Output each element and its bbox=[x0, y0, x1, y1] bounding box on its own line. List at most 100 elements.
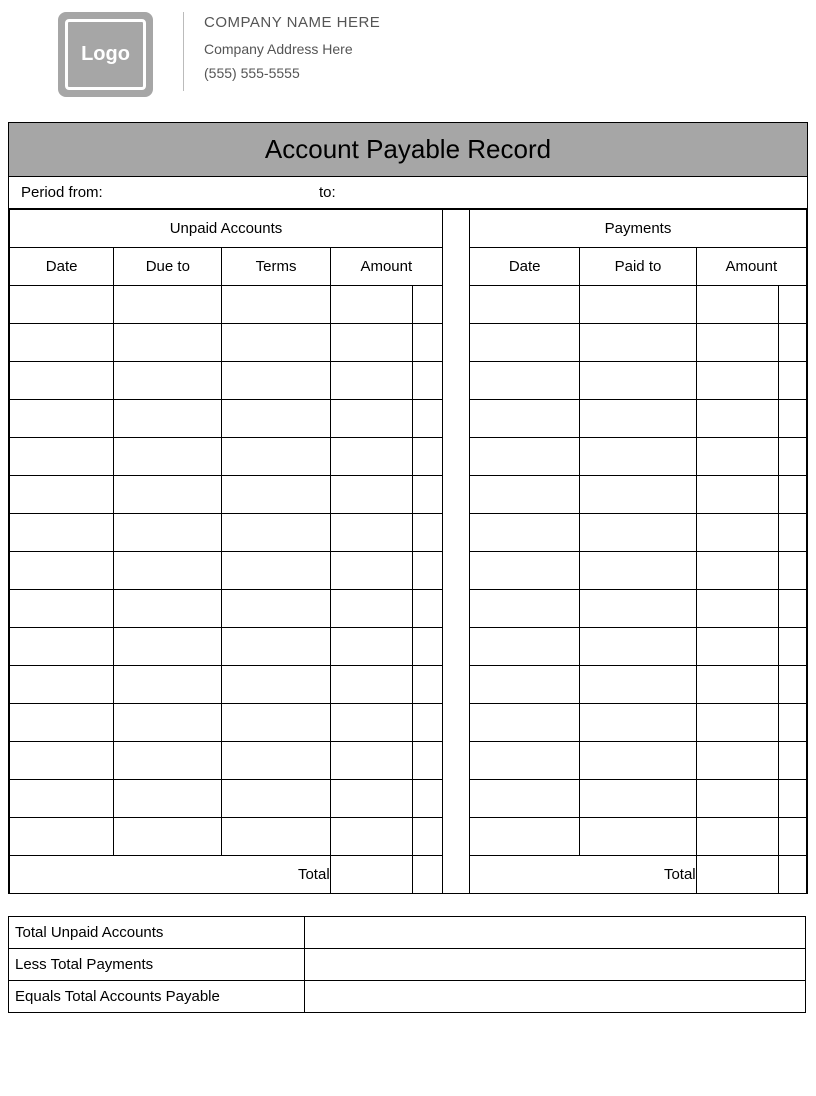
unpaid-cell-date[interactable] bbox=[10, 400, 114, 438]
unpaid-cell-terms[interactable] bbox=[222, 590, 330, 628]
unpaid-cell-amount_cents[interactable] bbox=[412, 438, 442, 476]
unpaid-cell-amount[interactable] bbox=[330, 362, 412, 400]
unpaid-cell-due_to[interactable] bbox=[114, 780, 222, 818]
payments-cell-date[interactable] bbox=[470, 666, 580, 704]
unpaid-cell-amount_cents[interactable] bbox=[412, 628, 442, 666]
unpaid-cell-date[interactable] bbox=[10, 438, 114, 476]
payments-cell-paid_to[interactable] bbox=[580, 514, 696, 552]
unpaid-cell-amount_cents[interactable] bbox=[412, 742, 442, 780]
unpaid-cell-amount_cents[interactable] bbox=[412, 362, 442, 400]
payments-cell-paid_to[interactable] bbox=[580, 476, 696, 514]
payments-cell-amount_cents[interactable] bbox=[778, 324, 806, 362]
unpaid-cell-date[interactable] bbox=[10, 514, 114, 552]
unpaid-cell-date[interactable] bbox=[10, 818, 114, 856]
payments-cell-paid_to[interactable] bbox=[580, 286, 696, 324]
payments-cell-amount_cents[interactable] bbox=[778, 438, 806, 476]
payments-cell-date[interactable] bbox=[470, 400, 580, 438]
unpaid-cell-date[interactable] bbox=[10, 552, 114, 590]
unpaid-cell-due_to[interactable] bbox=[114, 286, 222, 324]
payments-cell-paid_to[interactable] bbox=[580, 742, 696, 780]
payments-cell-amount[interactable] bbox=[696, 438, 778, 476]
payments-cell-amount_cents[interactable] bbox=[778, 476, 806, 514]
unpaid-cell-terms[interactable] bbox=[222, 780, 330, 818]
payments-cell-paid_to[interactable] bbox=[580, 666, 696, 704]
payments-cell-paid_to[interactable] bbox=[580, 780, 696, 818]
unpaid-cell-due_to[interactable] bbox=[114, 400, 222, 438]
unpaid-cell-due_to[interactable] bbox=[114, 818, 222, 856]
payments-cell-amount[interactable] bbox=[696, 780, 778, 818]
payments-cell-amount_cents[interactable] bbox=[778, 400, 806, 438]
payments-cell-date[interactable] bbox=[470, 362, 580, 400]
unpaid-cell-amount[interactable] bbox=[330, 628, 412, 666]
unpaid-cell-due_to[interactable] bbox=[114, 666, 222, 704]
payments-cell-paid_to[interactable] bbox=[580, 628, 696, 666]
unpaid-cell-terms[interactable] bbox=[222, 666, 330, 704]
unpaid-cell-due_to[interactable] bbox=[114, 476, 222, 514]
unpaid-cell-terms[interactable] bbox=[222, 324, 330, 362]
unpaid-cell-amount[interactable] bbox=[330, 590, 412, 628]
payments-cell-amount[interactable] bbox=[696, 666, 778, 704]
unpaid-cell-date[interactable] bbox=[10, 628, 114, 666]
unpaid-cell-terms[interactable] bbox=[222, 704, 330, 742]
payments-cell-amount[interactable] bbox=[696, 704, 778, 742]
payments-cell-amount_cents[interactable] bbox=[778, 704, 806, 742]
unpaid-cell-date[interactable] bbox=[10, 704, 114, 742]
summary-value[interactable] bbox=[305, 949, 806, 981]
unpaid-cell-amount_cents[interactable] bbox=[412, 818, 442, 856]
payments-cell-amount_cents[interactable] bbox=[778, 818, 806, 856]
unpaid-cell-terms[interactable] bbox=[222, 628, 330, 666]
payments-cell-amount[interactable] bbox=[696, 400, 778, 438]
unpaid-cell-terms[interactable] bbox=[222, 552, 330, 590]
payments-total-value[interactable] bbox=[696, 856, 778, 894]
payments-cell-paid_to[interactable] bbox=[580, 818, 696, 856]
payments-cell-paid_to[interactable] bbox=[580, 362, 696, 400]
payments-cell-date[interactable] bbox=[470, 590, 580, 628]
payments-cell-date[interactable] bbox=[470, 628, 580, 666]
unpaid-cell-amount_cents[interactable] bbox=[412, 590, 442, 628]
payments-cell-amount[interactable] bbox=[696, 628, 778, 666]
unpaid-cell-terms[interactable] bbox=[222, 742, 330, 780]
unpaid-cell-date[interactable] bbox=[10, 666, 114, 704]
payments-total-cents[interactable] bbox=[778, 856, 806, 894]
unpaid-cell-terms[interactable] bbox=[222, 514, 330, 552]
payments-cell-amount_cents[interactable] bbox=[778, 362, 806, 400]
unpaid-cell-date[interactable] bbox=[10, 590, 114, 628]
payments-cell-date[interactable] bbox=[470, 704, 580, 742]
payments-cell-amount_cents[interactable] bbox=[778, 552, 806, 590]
unpaid-cell-amount[interactable] bbox=[330, 324, 412, 362]
payments-cell-paid_to[interactable] bbox=[580, 324, 696, 362]
payments-cell-amount_cents[interactable] bbox=[778, 590, 806, 628]
unpaid-cell-date[interactable] bbox=[10, 324, 114, 362]
unpaid-cell-due_to[interactable] bbox=[114, 552, 222, 590]
payments-cell-amount[interactable] bbox=[696, 742, 778, 780]
payments-cell-paid_to[interactable] bbox=[580, 552, 696, 590]
unpaid-cell-terms[interactable] bbox=[222, 818, 330, 856]
unpaid-cell-date[interactable] bbox=[10, 362, 114, 400]
unpaid-cell-terms[interactable] bbox=[222, 400, 330, 438]
unpaid-cell-amount_cents[interactable] bbox=[412, 514, 442, 552]
unpaid-cell-due_to[interactable] bbox=[114, 628, 222, 666]
payments-cell-amount_cents[interactable] bbox=[778, 628, 806, 666]
payments-cell-amount_cents[interactable] bbox=[778, 666, 806, 704]
unpaid-cell-amount[interactable] bbox=[330, 780, 412, 818]
unpaid-cell-amount[interactable] bbox=[330, 476, 412, 514]
unpaid-cell-amount[interactable] bbox=[330, 400, 412, 438]
unpaid-cell-terms[interactable] bbox=[222, 362, 330, 400]
payments-cell-date[interactable] bbox=[470, 742, 580, 780]
unpaid-cell-amount_cents[interactable] bbox=[412, 704, 442, 742]
unpaid-cell-amount_cents[interactable] bbox=[412, 552, 442, 590]
unpaid-cell-date[interactable] bbox=[10, 286, 114, 324]
unpaid-cell-due_to[interactable] bbox=[114, 438, 222, 476]
summary-value[interactable] bbox=[305, 981, 806, 1013]
unpaid-cell-amount[interactable] bbox=[330, 514, 412, 552]
payments-cell-amount[interactable] bbox=[696, 362, 778, 400]
payments-cell-amount[interactable] bbox=[696, 324, 778, 362]
unpaid-cell-amount_cents[interactable] bbox=[412, 476, 442, 514]
unpaid-cell-amount_cents[interactable] bbox=[412, 286, 442, 324]
payments-cell-date[interactable] bbox=[470, 286, 580, 324]
payments-cell-amount_cents[interactable] bbox=[778, 742, 806, 780]
unpaid-cell-due_to[interactable] bbox=[114, 704, 222, 742]
payments-cell-date[interactable] bbox=[470, 780, 580, 818]
payments-cell-paid_to[interactable] bbox=[580, 704, 696, 742]
unpaid-cell-amount[interactable] bbox=[330, 666, 412, 704]
